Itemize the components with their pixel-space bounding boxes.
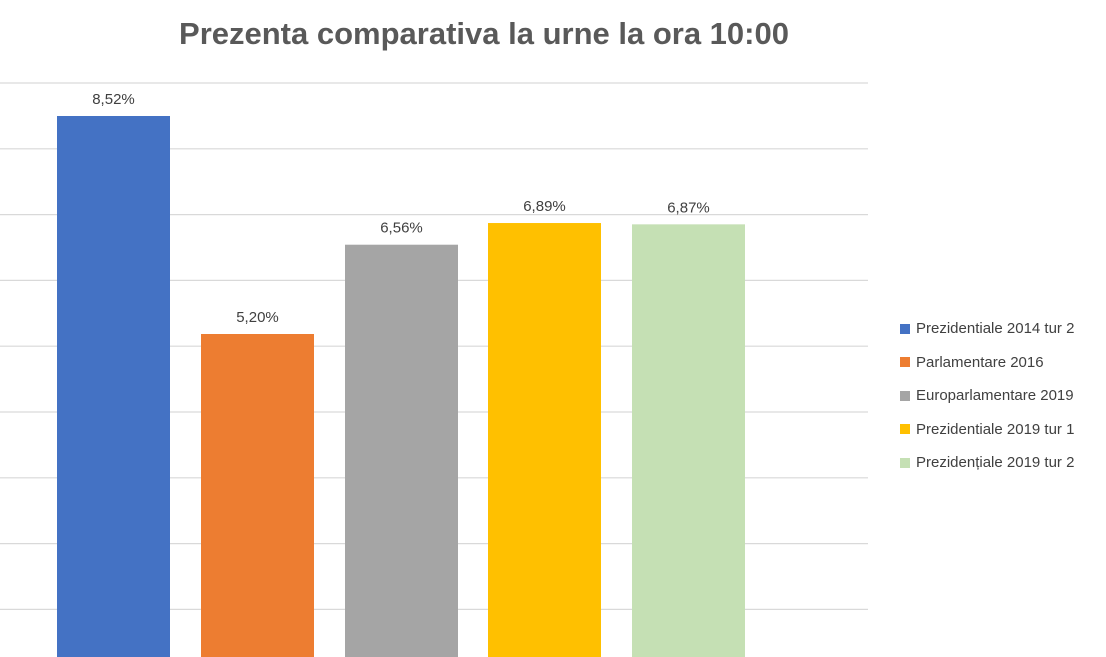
data-label-1: 8,52% [92,91,135,108]
legend-swatch [900,323,910,334]
bar-4 [488,223,601,657]
legend-swatch [900,390,910,401]
legend-item-1: Prezidentiale 2014 tur 2 [900,312,1100,346]
legend-label: Prezidentiale 2014 tur 2 [916,320,1075,338]
legend-item-4: Prezidentiale 2019 tur 1 [900,413,1100,447]
legend-item-3: Europarlamentare 2019 [900,379,1100,413]
legend-swatch [900,424,910,435]
legend-label: Prezidentiale 2019 tur 1 [916,420,1075,438]
bar-5 [632,224,745,657]
data-label-5: 6,87% [667,199,710,216]
bar-1 [57,116,170,657]
chart-title: Prezenta comparativa la urne la ora 10:0… [179,16,789,51]
data-label-3: 6,56% [380,220,423,237]
legend-item-5: Prezidențiale 2019 tur 2 [900,446,1100,480]
chart-legend: Prezidentiale 2014 tur 2 Parlamentare 201… [900,312,1100,480]
legend-label: Europarlamentare 2019 [916,387,1074,405]
legend-swatch [900,457,910,468]
data-label-2: 5,20% [236,309,279,326]
legend-swatch [900,357,910,368]
legend-label: Parlamentare 2016 [916,353,1044,371]
legend-label: Prezidențiale 2019 tur 2 [916,454,1075,472]
data-label-4: 6,89% [523,198,566,215]
bar-2 [201,334,314,657]
legend-item-2: Parlamentare 2016 [900,346,1100,380]
bar-3 [345,244,458,657]
